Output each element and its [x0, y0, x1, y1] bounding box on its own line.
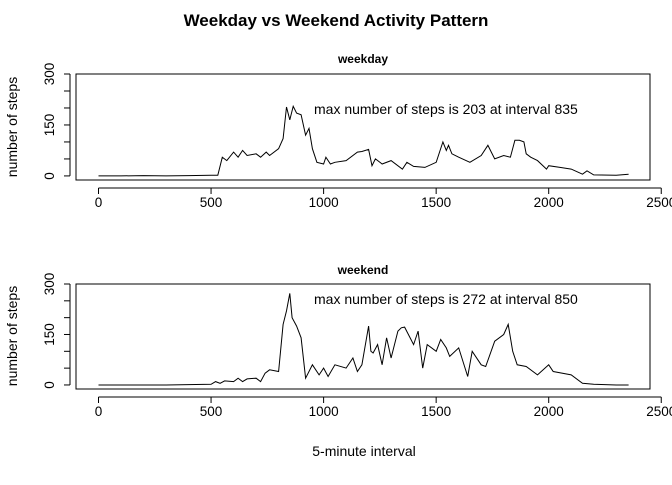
x-tick-label: 500: [200, 195, 223, 210]
max-annotation: max number of steps is 272 at interval 8…: [314, 291, 578, 307]
max-annotation: max number of steps is 203 at interval 8…: [314, 101, 578, 117]
x-tick-label: 2000: [534, 404, 564, 419]
x-tick-label: 500: [200, 404, 223, 419]
x-axis-label: 5-minute interval: [312, 443, 416, 459]
series-line-weekend: [98, 293, 629, 386]
y-tick-label: 150: [42, 323, 57, 346]
y-tick-label: 150: [42, 114, 57, 137]
chart-title: Weekday vs Weekend Activity Pattern: [184, 11, 489, 30]
x-tick-label: 1500: [421, 195, 451, 210]
plot-frame: [75, 73, 651, 181]
series-line-weekday: [98, 104, 629, 177]
panel-title: weekday: [337, 52, 388, 66]
x-tick-label: 1000: [309, 195, 339, 210]
y-tick-label: 300: [42, 63, 57, 86]
y-tick-label: 0: [42, 381, 57, 389]
x-tick-label: 2000: [534, 195, 564, 210]
y-axis-label: number of steps: [4, 77, 20, 177]
x-tick-label: 0: [95, 404, 103, 419]
x-tick-label: 1500: [421, 404, 451, 419]
panel-title: weekend: [337, 263, 389, 277]
x-tick-label: 1000: [309, 404, 339, 419]
y-tick-label: 300: [42, 273, 57, 296]
y-tick-label: 0: [42, 172, 57, 180]
y-axis-label: number of steps: [4, 286, 20, 386]
x-tick-label: 0: [95, 195, 103, 210]
plot-frame: [75, 283, 651, 390]
